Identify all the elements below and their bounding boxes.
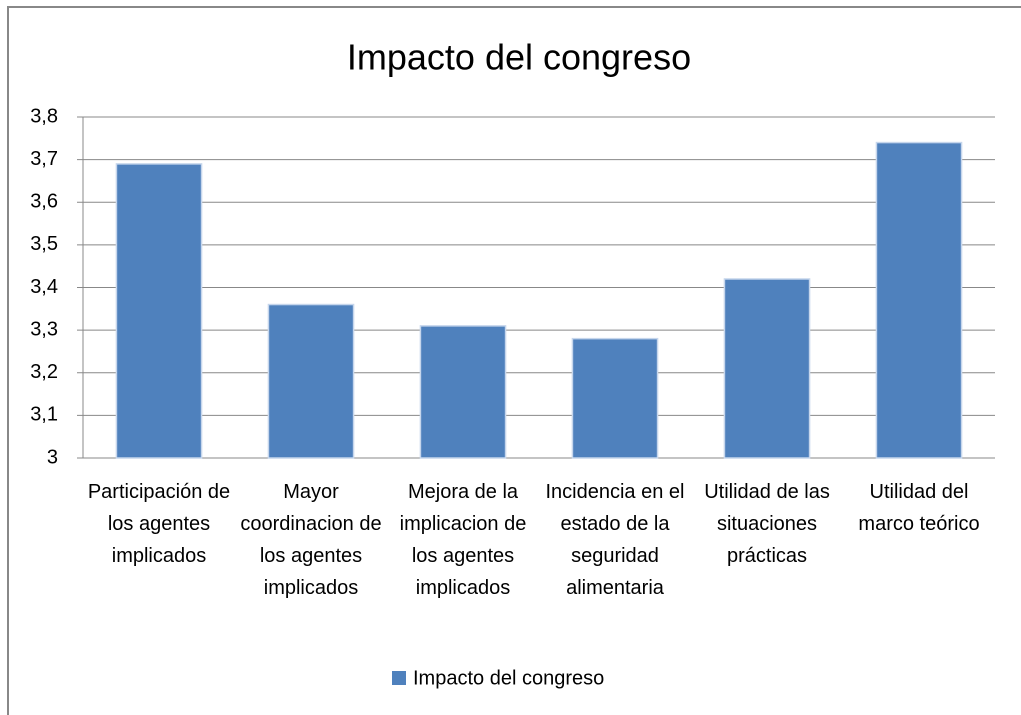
x-tick-label: Incidencia en el estado de la seguridad … [545, 481, 685, 599]
legend-swatch [392, 671, 406, 685]
bar [875, 141, 963, 459]
bar [571, 337, 659, 459]
y-tick-label: 3,2 [30, 361, 58, 383]
x-tick-label: Participación de los agentes implicados [87, 481, 231, 567]
y-tick-label: 3,7 [30, 148, 58, 170]
bar [419, 325, 507, 459]
y-tick-label: 3,5 [30, 233, 58, 255]
x-tick-label: Mejora de la implicacion de los agentes … [399, 481, 527, 599]
y-tick-label: 3,8 [30, 105, 58, 127]
bar [723, 278, 811, 459]
y-tick-label: 3 [47, 446, 58, 468]
legend-label: Impacto del congreso [413, 667, 604, 689]
x-tick-label: Utilidad del marco teórico [858, 481, 980, 535]
y-tick-label: 3,6 [30, 191, 58, 213]
bar [115, 163, 203, 459]
y-tick-label: 3,4 [30, 276, 58, 298]
x-tick-label: Utilidad de las situaciones prácticas [704, 481, 830, 567]
chart-title: Impacto del congreso [347, 37, 691, 78]
y-tick-label: 3,1 [30, 404, 58, 426]
chart-frame [7, 6, 1021, 715]
y-tick-label: 3,3 [30, 318, 58, 340]
bar [267, 303, 355, 459]
x-tick-label: Mayor coordinacion de los agentes implic… [240, 481, 382, 599]
